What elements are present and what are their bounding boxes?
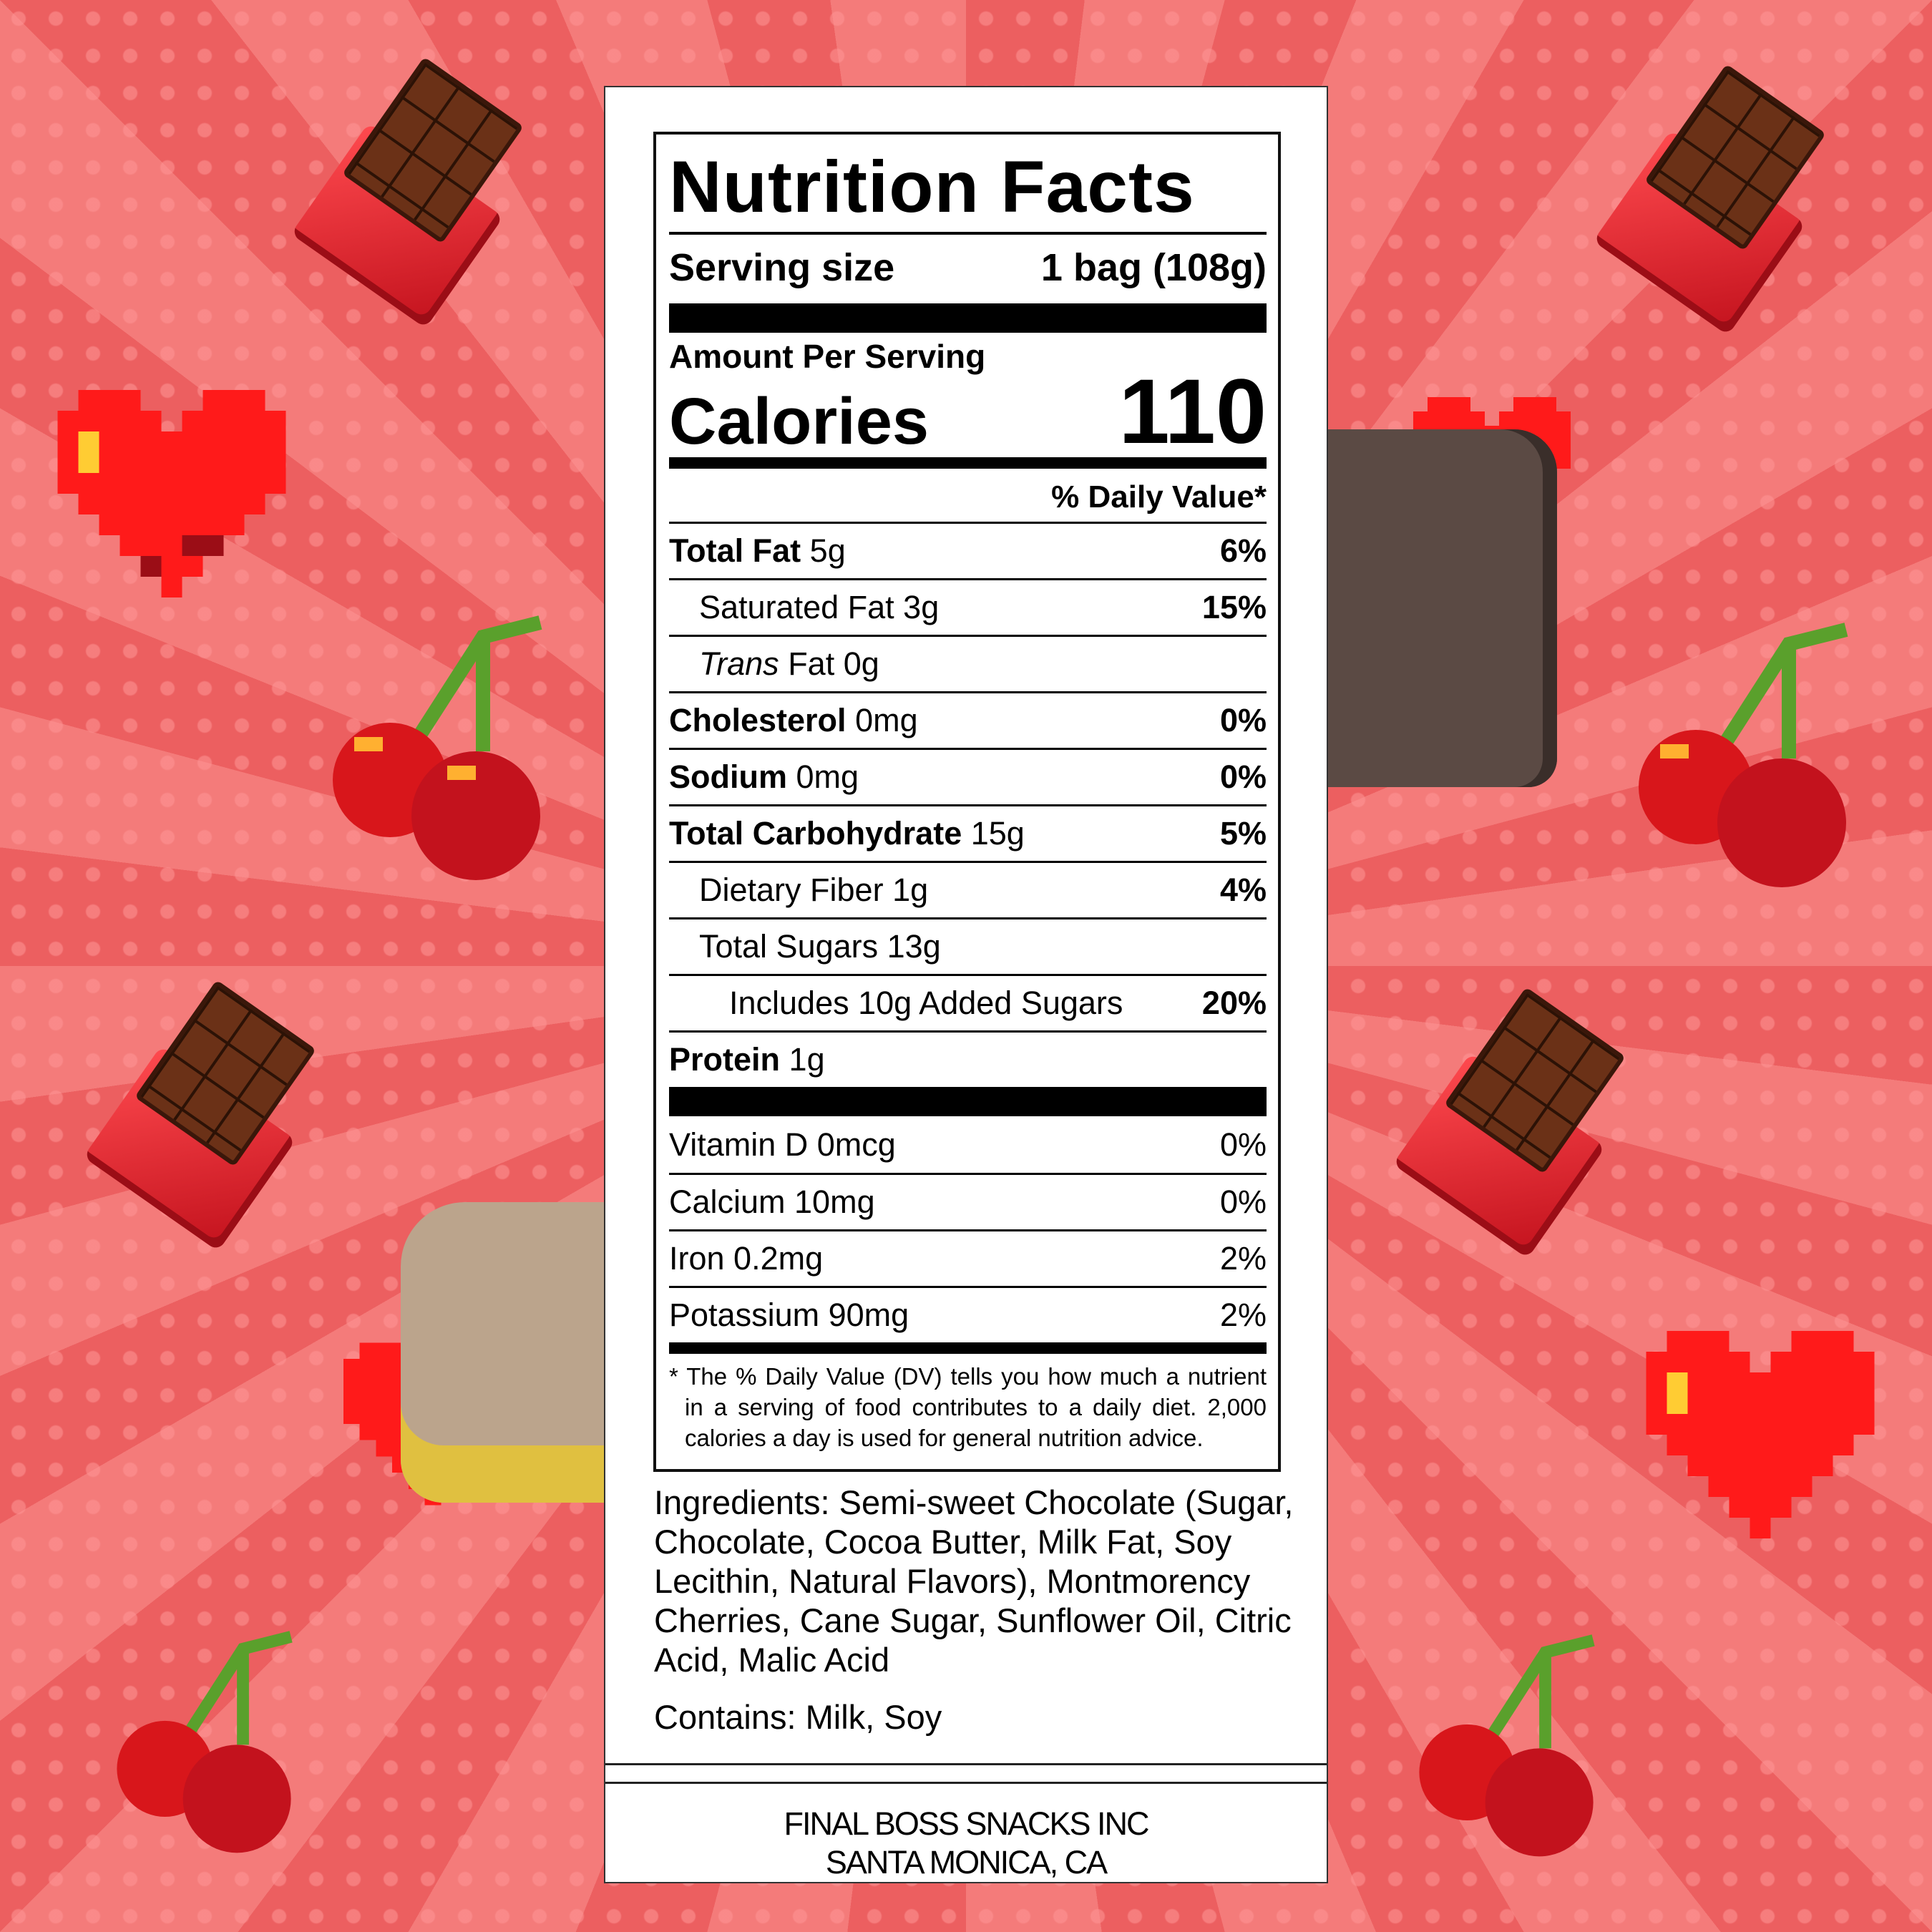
- nutrient-name-group: Includes 10g Added Sugars: [729, 985, 1123, 1022]
- thick-divider: [669, 457, 1267, 469]
- nutrient-daily-value: 15%: [1201, 589, 1267, 625]
- manufacturer-info: FINAL BOSS SNACKS INC SANTA MONICA, CA: [605, 1805, 1327, 1882]
- vitamin-row: Vitamin D 0mcg 0%: [669, 1116, 1267, 1173]
- nutrient-daily-value: 4%: [1219, 872, 1267, 908]
- chocolate-bar-icon: [1392, 987, 1626, 1259]
- nutrient-name: Includes 10g Added Sugars: [729, 985, 1123, 1021]
- nutrient-name: Protein: [669, 1041, 781, 1078]
- nutrient-row: Total Sugars 13g: [669, 917, 1267, 974]
- serving-size-label: Serving size: [669, 246, 895, 289]
- nutrient-daily-value: 6%: [1219, 532, 1267, 569]
- nutrient-name: Fat 0g: [779, 645, 879, 682]
- nutrient-daily-value: 0%: [1219, 702, 1267, 738]
- nutrient-row: Total Fat 5g 6%: [669, 522, 1267, 578]
- nutrient-amount: 5g: [809, 532, 846, 569]
- pixel-heart-icon: [57, 390, 286, 597]
- daily-value-footnote: * The % Daily Value (DV) tells you how m…: [669, 1363, 1267, 1451]
- nutrient-name-group: Trans Fat 0g: [699, 645, 879, 683]
- nutrient-name: Total Sugars 13g: [699, 928, 941, 965]
- nutrition-facts-label: Nutrition Facts Serving size 1 bag (108g…: [653, 132, 1281, 1472]
- chocolate-bar-icon: [1593, 64, 1826, 336]
- nutrient-amount: 15g: [970, 815, 1025, 852]
- divider: [605, 1782, 1327, 1784]
- nutrient-row: Saturated Fat 3g 15%: [669, 578, 1267, 635]
- thick-divider: [669, 1342, 1267, 1354]
- nutrient-name-group: Dietary Fiber 1g: [699, 872, 928, 909]
- nutrient-amount: 0mg: [855, 702, 918, 738]
- nutrient-name-group: Sodium 0mg: [669, 758, 859, 796]
- nutrient-row: Includes 10g Added Sugars 20%: [669, 974, 1267, 1030]
- pixel-heart-icon: [1646, 1331, 1875, 1538]
- nutrient-name-italic: Trans: [699, 645, 779, 682]
- pixel-animal-character: [1328, 429, 1557, 787]
- calories-label: Calories: [669, 385, 930, 458]
- divider: [605, 1763, 1327, 1765]
- nutrient-daily-value: 5%: [1219, 815, 1267, 852]
- pixel-cherries-icon: [111, 1624, 297, 1853]
- nutrient-row: Protein 1g: [669, 1030, 1267, 1087]
- nutrient-daily-value: 0%: [1219, 758, 1267, 795]
- nutrient-name-group: Total Sugars 13g: [699, 928, 941, 965]
- nutrient-row: Sodium 0mg 0%: [669, 748, 1267, 804]
- company-location: SANTA MONICA, CA: [825, 1844, 1108, 1880]
- label-title: Nutrition Facts: [669, 146, 1195, 228]
- nutrient-name: Dietary Fiber 1g: [699, 872, 929, 908]
- ingredients-text: Ingredients: Semi-sweet Chocolate (Sugar…: [654, 1483, 1294, 1679]
- vitamin-name: Vitamin D 0mcg: [669, 1126, 896, 1163]
- thick-divider: [669, 1087, 1267, 1116]
- nutrient-list: Total Fat 5g 6% Saturated Fat 3g 15% Trans F…: [669, 522, 1267, 1087]
- nutrient-name-group: Protein 1g: [669, 1041, 825, 1078]
- nutrient-name-group: Saturated Fat 3g: [699, 589, 939, 626]
- nutrient-amount: 0mg: [796, 758, 859, 795]
- nutrient-name-group: Total Fat 5g: [669, 532, 846, 570]
- amount-per-serving: Amount Per Serving: [669, 338, 986, 375]
- vitamin-daily-value: 0%: [1219, 1184, 1267, 1220]
- chocolate-bar-icon: [83, 980, 316, 1252]
- vitamin-row: Calcium 10mg 0%: [669, 1173, 1267, 1229]
- nutrient-name: Sodium: [669, 758, 787, 795]
- nutrient-row: Dietary Fiber 1g 4%: [669, 861, 1267, 917]
- nutrient-name: Total Carbohydrate: [669, 815, 962, 852]
- calories-value: 110: [1118, 361, 1267, 463]
- serving-size-row: Serving size 1 bag (108g): [669, 239, 1267, 296]
- pixel-animal-character: [401, 1202, 604, 1503]
- divider: [669, 232, 1267, 235]
- pixel-cherries-icon: [326, 608, 547, 880]
- vitamin-list: Vitamin D 0mcg 0% Calcium 10mg 0% Iron 0.2mg…: [669, 1116, 1267, 1342]
- pixel-cherries-icon: [1413, 1628, 1599, 1857]
- nutrient-name: Saturated Fat 3g: [699, 589, 940, 625]
- calories-row: Calories 110: [669, 366, 1267, 458]
- vitamin-daily-value: 0%: [1219, 1126, 1267, 1163]
- nutrient-row: Total Carbohydrate 15g 5%: [669, 804, 1267, 861]
- vitamin-daily-value: 2%: [1219, 1240, 1267, 1277]
- nutrient-amount: 1g: [789, 1041, 825, 1078]
- nutrient-name: Total Fat: [669, 532, 801, 569]
- vitamin-name: Calcium 10mg: [669, 1184, 875, 1220]
- company-name: FINAL BOSS SNACKS INC: [784, 1805, 1150, 1842]
- vitamin-name: Iron 0.2mg: [669, 1240, 824, 1277]
- serving-size-value: 1 bag (108g): [1040, 246, 1267, 289]
- daily-value-header: % Daily Value*: [1051, 479, 1267, 514]
- vitamin-row: Iron 0.2mg 2%: [669, 1229, 1267, 1286]
- nutrition-panel: Nutrition Facts Serving size 1 bag (108g…: [604, 86, 1328, 1883]
- thick-divider: [669, 303, 1267, 333]
- nutrient-name: Cholesterol: [669, 702, 847, 738]
- nutrient-daily-value: 20%: [1201, 985, 1267, 1021]
- pixel-cherries-icon: [1631, 615, 1853, 887]
- vitamin-daily-value: 2%: [1219, 1297, 1267, 1333]
- chocolate-bar-icon: [291, 57, 524, 328]
- nutrient-name-group: Cholesterol 0mg: [669, 702, 918, 739]
- vitamin-row: Potassium 90mg 2%: [669, 1286, 1267, 1342]
- nutrient-name-group: Total Carbohydrate 15g: [669, 815, 1025, 852]
- nutrient-row: Trans Fat 0g: [669, 635, 1267, 691]
- vitamin-name: Potassium 90mg: [669, 1297, 909, 1333]
- allergen-statement: Contains: Milk, Soy: [654, 1698, 942, 1736]
- nutrient-row: Cholesterol 0mg 0%: [669, 691, 1267, 748]
